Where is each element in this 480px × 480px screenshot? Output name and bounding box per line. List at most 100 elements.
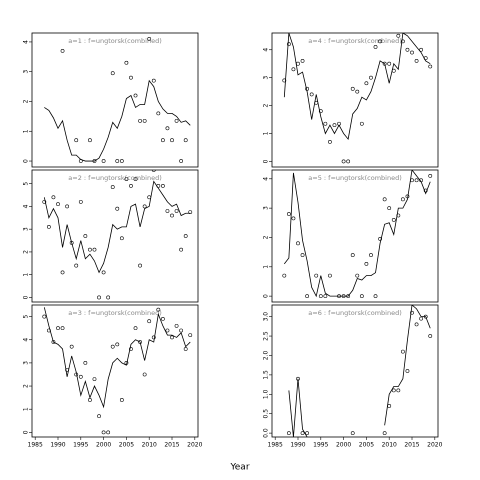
y-tick-label: 1 <box>23 129 30 133</box>
data-point <box>328 273 332 278</box>
data-point <box>110 185 115 189</box>
data-point <box>300 59 305 63</box>
plot-area <box>42 170 193 300</box>
data-point <box>183 138 188 143</box>
y-tick-label: 1 <box>263 131 270 135</box>
data-point <box>138 263 142 268</box>
fit-line <box>44 79 191 162</box>
y-tick-label: 4 <box>263 177 270 181</box>
data-point <box>188 210 193 215</box>
data-point <box>419 47 424 52</box>
panel-title: a=5 : f=ungtorsk(combined) <box>308 174 401 182</box>
plot-area <box>286 305 433 437</box>
data-point <box>46 224 51 229</box>
y-tick-label: 4 <box>23 204 30 208</box>
fit-line <box>43 307 191 409</box>
data-point <box>170 138 174 143</box>
data-point <box>174 209 179 213</box>
data-point <box>92 247 97 252</box>
y-tick-label: 2.0 <box>263 351 270 361</box>
data-point <box>405 47 410 52</box>
data-point <box>101 270 106 275</box>
data-point <box>373 294 378 299</box>
data-point <box>305 431 310 436</box>
data-point <box>179 159 184 163</box>
data-point <box>391 388 396 393</box>
data-point <box>147 319 152 324</box>
fit-line <box>43 180 191 274</box>
x-tick-label: 2020 <box>427 442 442 449</box>
data-point <box>115 342 120 347</box>
x-axis-label: Year <box>229 463 249 473</box>
data-point <box>410 178 414 183</box>
plot-area <box>42 307 193 435</box>
data-point <box>165 328 170 333</box>
data-point <box>419 178 424 183</box>
y-tick-label: 3 <box>263 206 270 210</box>
x-tick-label: 1985 <box>28 442 43 449</box>
data-point <box>129 347 133 351</box>
data-point <box>147 37 152 41</box>
data-point <box>400 197 405 202</box>
data-point <box>151 170 156 172</box>
x-tick-label: 2015 <box>164 442 179 449</box>
y-tick-label: 3 <box>263 76 270 80</box>
data-point <box>119 236 124 241</box>
data-point <box>405 369 410 373</box>
x-tick-label: 1995 <box>73 442 88 449</box>
data-point <box>151 78 156 83</box>
panel-frame <box>271 304 439 438</box>
data-point <box>183 347 188 351</box>
data-point <box>74 372 79 377</box>
data-point <box>419 316 424 321</box>
data-point <box>97 414 101 419</box>
data-point <box>129 75 133 80</box>
data-point <box>106 430 111 435</box>
data-point <box>133 326 138 331</box>
data-point <box>391 217 396 222</box>
panel-title: a=1 : f=ungtorsk(combined) <box>68 37 161 45</box>
data-point <box>428 64 433 69</box>
data-point <box>83 234 88 238</box>
y-tick-label: 0.5 <box>263 409 270 419</box>
data-point <box>350 253 355 257</box>
data-point <box>160 138 165 143</box>
data-point <box>179 247 184 252</box>
y-tick-label: 4 <box>23 338 30 342</box>
data-point <box>296 376 300 381</box>
data-point <box>291 67 296 72</box>
y-tick-label: 2 <box>23 384 30 388</box>
x-tick-label: 1995 <box>313 442 328 449</box>
fit-line <box>288 305 431 437</box>
data-point <box>282 273 287 278</box>
data-point <box>51 195 56 200</box>
y-tick-label: 5 <box>23 314 30 318</box>
y-tick-label: 0 <box>23 159 30 163</box>
data-point <box>142 204 147 209</box>
data-point <box>364 81 369 86</box>
data-point <box>174 323 179 328</box>
y-tick-label: 2 <box>23 250 30 254</box>
data-point <box>373 45 378 49</box>
data-point <box>65 204 70 209</box>
y-tick-label: 3 <box>23 361 30 365</box>
data-point <box>400 349 405 354</box>
data-point <box>405 194 410 199</box>
data-point <box>364 261 369 266</box>
data-point <box>387 61 392 66</box>
y-tick-label: 3 <box>23 70 30 74</box>
x-tick-label: 1990 <box>50 442 65 449</box>
data-point <box>314 273 319 278</box>
data-point <box>74 138 79 143</box>
y-tick-label: 1 <box>23 407 30 411</box>
data-point <box>410 310 414 315</box>
panel-frame <box>271 32 439 168</box>
data-point <box>291 216 296 221</box>
data-point <box>74 263 79 268</box>
y-tick-label: 2.5 <box>263 331 270 341</box>
data-point <box>138 340 142 344</box>
data-point <box>323 294 328 299</box>
data-point <box>78 199 83 204</box>
x-tick-label: 2010 <box>142 442 157 449</box>
data-point <box>56 326 60 331</box>
